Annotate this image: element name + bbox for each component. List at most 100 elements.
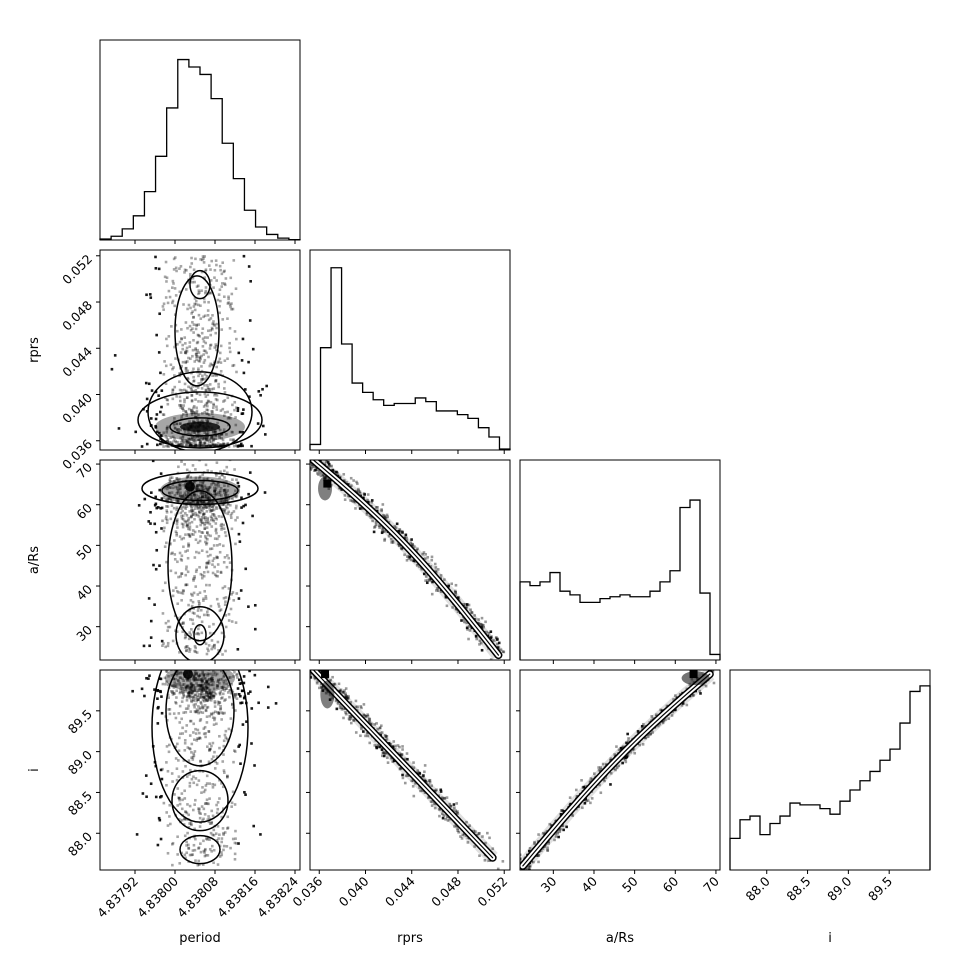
sample-point <box>197 675 200 678</box>
sample-point <box>206 518 210 522</box>
sample-point <box>201 706 204 710</box>
sample-point <box>220 631 224 635</box>
sample-point <box>205 438 208 441</box>
sample-point <box>211 327 214 331</box>
sample-point <box>209 604 213 608</box>
y-tick-label: 40 <box>73 581 95 603</box>
sample-point <box>204 709 208 713</box>
sample-point <box>202 696 206 699</box>
sample-point <box>210 850 213 853</box>
sample-point <box>203 436 207 440</box>
sample-point <box>202 340 206 343</box>
sample-point <box>186 746 190 749</box>
sample-point <box>216 680 220 684</box>
sample-point <box>226 691 230 694</box>
sample-point <box>184 342 187 345</box>
sample-point <box>380 508 383 511</box>
sample-point <box>197 683 200 687</box>
sample-point <box>192 752 196 756</box>
sample-point <box>176 670 179 673</box>
sample-point <box>221 503 224 507</box>
sample-point <box>181 407 184 410</box>
sample-point <box>191 691 194 694</box>
sample-point <box>238 540 242 543</box>
sample-point <box>316 472 319 475</box>
sample-point <box>193 827 196 831</box>
sample-point <box>455 802 459 805</box>
sample-point <box>378 526 381 529</box>
sample-point <box>159 371 162 375</box>
sample-point <box>210 516 214 520</box>
sample-point <box>197 674 200 677</box>
sample-point <box>247 265 251 268</box>
sample-point <box>175 422 178 426</box>
sample-point <box>206 439 209 443</box>
sample-point <box>192 492 196 495</box>
sample-point <box>189 820 193 823</box>
sample-point <box>457 830 460 834</box>
sample-point <box>175 682 179 686</box>
sample-point <box>385 513 389 517</box>
sample-point <box>384 735 388 738</box>
sample-point <box>186 570 190 574</box>
sample-point <box>213 486 216 490</box>
sample-point <box>207 683 211 686</box>
x-tick-label: 4.83792 <box>94 874 141 921</box>
x-tick-label: 89.5 <box>865 874 895 904</box>
sample-point <box>239 442 243 446</box>
sample-point <box>373 723 376 726</box>
sample-point <box>212 687 216 691</box>
sample-point <box>430 558 434 562</box>
sample-point <box>207 802 210 806</box>
sample-point <box>191 510 194 514</box>
sample-point <box>455 824 458 828</box>
sample-point <box>206 404 209 408</box>
sample-point <box>190 515 193 519</box>
sample-point <box>211 481 215 485</box>
sample-point <box>184 367 188 370</box>
sample-point <box>209 510 212 513</box>
sample-point <box>561 824 565 828</box>
sample-point <box>205 445 208 448</box>
sample-point <box>213 430 217 433</box>
sample-point <box>349 721 353 725</box>
sample-point <box>363 713 366 717</box>
sample-point <box>216 807 220 811</box>
sample-point <box>213 276 216 279</box>
sample-point <box>211 431 215 434</box>
sample-point <box>202 687 205 690</box>
sample-point <box>149 619 153 623</box>
sample-point <box>207 662 210 665</box>
sample-point <box>177 679 180 683</box>
sample-point <box>195 651 199 654</box>
sample-point <box>196 698 199 702</box>
sample-point <box>539 849 543 853</box>
sample-point <box>226 489 230 492</box>
sample-point <box>182 523 185 526</box>
sample-point <box>421 775 425 779</box>
sample-point <box>194 327 198 331</box>
sample-point <box>166 625 170 629</box>
sample-point <box>163 275 167 279</box>
sample-point <box>186 500 190 503</box>
sample-point <box>183 505 187 509</box>
sample-point <box>220 853 224 857</box>
sample-point <box>230 801 234 805</box>
sample-point <box>230 620 234 623</box>
sample-point <box>113 354 117 357</box>
sample-point <box>180 685 183 688</box>
sample-point <box>185 679 189 682</box>
sample-point <box>166 498 170 501</box>
sample-point <box>224 494 227 497</box>
sample-point <box>231 837 235 841</box>
sample-point <box>185 645 188 648</box>
sample-point <box>182 692 185 695</box>
sample-point <box>244 567 248 571</box>
sample-point <box>588 780 592 784</box>
sample-point <box>483 858 487 862</box>
sample-point <box>204 289 208 293</box>
sample-point <box>213 701 217 705</box>
sample-point <box>193 803 196 806</box>
sample-point <box>234 837 237 840</box>
sample-point <box>209 291 212 295</box>
